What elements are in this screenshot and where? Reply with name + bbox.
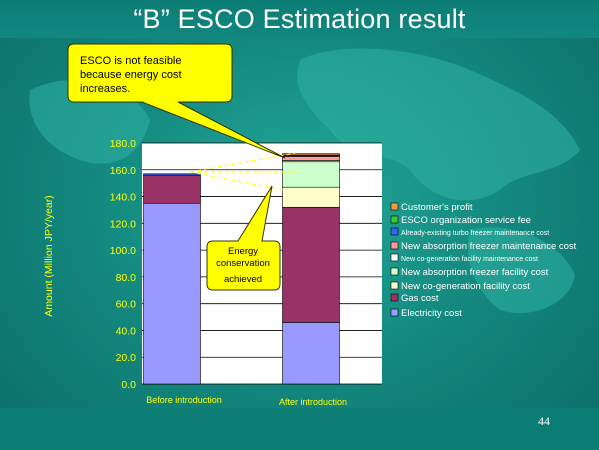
bar-segment [143,173,201,176]
y-tick-label: 40.0 [116,325,137,337]
legend-label: New co-generation facility maintenance c… [401,256,538,263]
y-tick-label: 20.0 [116,352,137,364]
y-tick-label: 100.0 [110,245,136,257]
bar-segment [282,206,340,323]
legend-swatch [390,241,399,250]
legend-label: New co-generation facility cost [401,281,530,292]
y-tick-label: 60.0 [116,299,137,311]
legend-swatch [390,215,399,224]
y-axis-label: Amount (Million JPY/year) [43,195,55,316]
y-tick-label: 120.0 [110,218,136,230]
callout-not-feasible-line-3: increases. [80,83,130,95]
legend-swatch [390,293,399,302]
bar-segment [282,153,340,156]
footer-band [0,408,599,450]
legend-label: Already-existing turbo freezer maintenan… [401,230,549,237]
legend-swatch [390,267,399,276]
bar-segment [282,161,340,188]
title-band [0,0,599,38]
y-tick-label: 80.0 [116,272,137,284]
legend-label: Gas cost [401,293,439,304]
legend-label: Electricity cost [401,308,462,319]
callout-energy-conservation: Energy conservation achieved [206,185,281,291]
callout-energy-line-3: achieved [224,274,262,285]
callout-energy-line-2: conservation [216,258,270,269]
legend-swatch [390,227,399,236]
callout-not-feasible: ESCO is not feasible because energy cost… [67,43,286,159]
legend-swatch [390,281,399,290]
bar-segment [282,322,340,385]
bar-segment [282,186,340,208]
bar-segment [282,156,340,161]
y-tick-label: 160.0 [110,165,136,177]
legend-swatch [390,253,399,262]
bar-segment [143,202,201,385]
callout-not-feasible-line-2: because energy cost [80,69,182,81]
callout-energy-line-1: Energy [228,246,258,257]
x-category-label: After introduction [279,397,347,407]
callout-not-feasible-line-1: ESCO is not feasible [80,55,182,67]
y-tick-label: 0.0 [121,379,136,391]
legend-label: Customer's profit [401,202,473,213]
bar-segment [143,174,201,204]
legend-swatch [390,202,399,211]
x-category-label: Before introduction [146,395,222,405]
y-tick-label: 180.0 [110,138,136,150]
page-number: 44 [538,414,550,428]
guide-lines [189,152,298,191]
legend-swatch [390,308,399,317]
slide-title: “B” ESCO Estimation result [133,4,466,34]
legend-label: New absorption freezer facility cost [401,267,549,278]
y-tick-label: 140.0 [110,192,136,204]
legend-label: ESCO organization service fee [401,215,531,226]
legend-label: New absorption freezer maintenance cost [401,241,577,252]
